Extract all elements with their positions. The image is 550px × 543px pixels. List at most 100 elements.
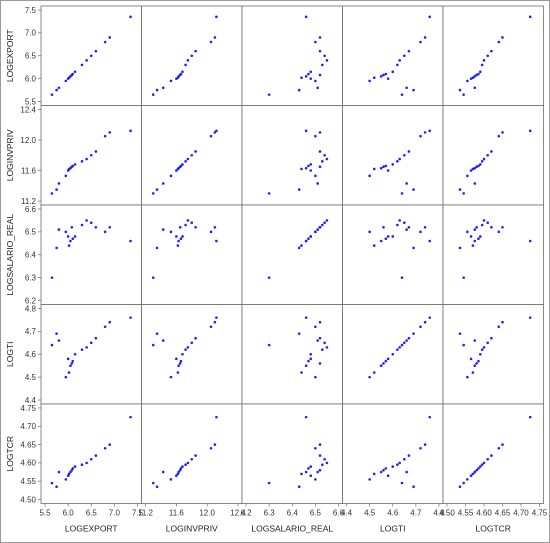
data-point: [482, 461, 486, 465]
data-point: [480, 348, 484, 351]
x-tick-label: 6.5: [86, 509, 98, 518]
data-point: [85, 219, 88, 222]
y-tick-label: 6.6: [25, 205, 37, 214]
data-point: [400, 276, 404, 279]
data-point: [316, 182, 319, 185]
data-point: [486, 54, 490, 58]
data-point: [267, 343, 271, 347]
data-point: [405, 470, 408, 474]
data-point: [169, 230, 173, 234]
data-point: [497, 325, 501, 329]
data-point: [309, 474, 313, 478]
y-tick-label: 4.70: [20, 422, 36, 431]
data-point: [89, 341, 93, 345]
data-point: [103, 40, 107, 44]
data-point: [57, 228, 61, 231]
data-point: [379, 364, 383, 367]
data-point: [412, 88, 415, 92]
data-point: [403, 153, 406, 157]
data-point: [318, 362, 322, 365]
data-point: [479, 235, 482, 238]
cell-LOGTCR-vs-LOGTCR: [442, 403, 544, 504]
data-point: [108, 131, 112, 134]
cell-border: [241, 304, 343, 405]
cell-LOGINVPRIV-vs-LOGSALARIO_REAL: [241, 105, 343, 206]
data-point: [398, 346, 401, 349]
data-point: [73, 163, 77, 166]
cell-LOGEXPORT-vs-LOGSALARIO_REAL: [241, 5, 343, 106]
y-tick-label: 6.5: [25, 52, 37, 61]
data-point: [161, 86, 165, 90]
data-point: [471, 244, 475, 247]
data-point: [469, 235, 473, 238]
data-point: [103, 446, 107, 450]
x-tick-label: 5.5: [39, 509, 51, 518]
data-point: [69, 470, 72, 474]
data-point: [103, 230, 107, 234]
data-point: [300, 244, 303, 247]
data-point: [473, 75, 477, 78]
data-point: [181, 70, 184, 74]
data-point: [497, 134, 501, 138]
data-point: [497, 40, 501, 44]
data-point: [391, 70, 395, 74]
data-point: [372, 244, 376, 247]
data-point: [213, 36, 217, 39]
data-point: [316, 86, 319, 90]
data-point: [473, 364, 477, 367]
data-point: [477, 467, 480, 470]
data-point: [368, 79, 371, 83]
data-point: [314, 478, 317, 481]
data-point: [325, 346, 329, 349]
data-point: [175, 357, 178, 361]
data-point: [423, 131, 427, 134]
y-tick-label: 4.75: [20, 404, 36, 413]
y-tick-label: 4.6: [25, 350, 37, 359]
data-point: [458, 88, 462, 92]
data-point: [178, 225, 182, 229]
cell-border: [141, 204, 243, 305]
data-point: [473, 339, 477, 342]
data-point: [477, 237, 480, 241]
data-point: [89, 54, 93, 58]
cell-border: [241, 5, 343, 106]
data-point: [267, 276, 271, 279]
data-point: [309, 235, 313, 238]
x-axis-label: LOGSALARIO_REAL: [251, 524, 333, 534]
data-point: [129, 129, 132, 133]
data-point: [73, 235, 77, 238]
data-point: [108, 36, 112, 39]
data-point: [323, 54, 326, 58]
data-point: [475, 468, 478, 472]
data-point: [318, 73, 322, 77]
data-point: [391, 235, 395, 238]
data-point: [177, 239, 180, 243]
cell-LOGINVPRIV-vs-LOGINVPRIV: [141, 105, 243, 206]
data-point: [318, 443, 322, 446]
data-point: [161, 470, 165, 474]
data-point: [151, 93, 155, 96]
x-tick-label: 6.2: [240, 509, 252, 518]
data-point: [379, 166, 383, 170]
data-point: [480, 63, 484, 67]
data-point: [490, 150, 493, 153]
data-point: [501, 36, 504, 39]
data-point: [490, 454, 493, 457]
cell-border: [241, 403, 343, 504]
data-point: [190, 153, 194, 157]
data-point: [304, 470, 308, 474]
data-point: [64, 174, 68, 178]
data-point: [490, 225, 493, 229]
data-point: [473, 182, 477, 185]
data-point: [186, 157, 190, 161]
data-point: [486, 341, 490, 345]
data-point: [304, 364, 308, 367]
data-point: [428, 129, 432, 133]
data-point: [307, 359, 310, 363]
y-tick-label: 5.5: [25, 97, 37, 106]
data-point: [215, 129, 218, 133]
data-point: [486, 153, 490, 157]
cell-LOGTCR-vs-LOGTI: [342, 403, 444, 504]
data-point: [66, 357, 70, 361]
